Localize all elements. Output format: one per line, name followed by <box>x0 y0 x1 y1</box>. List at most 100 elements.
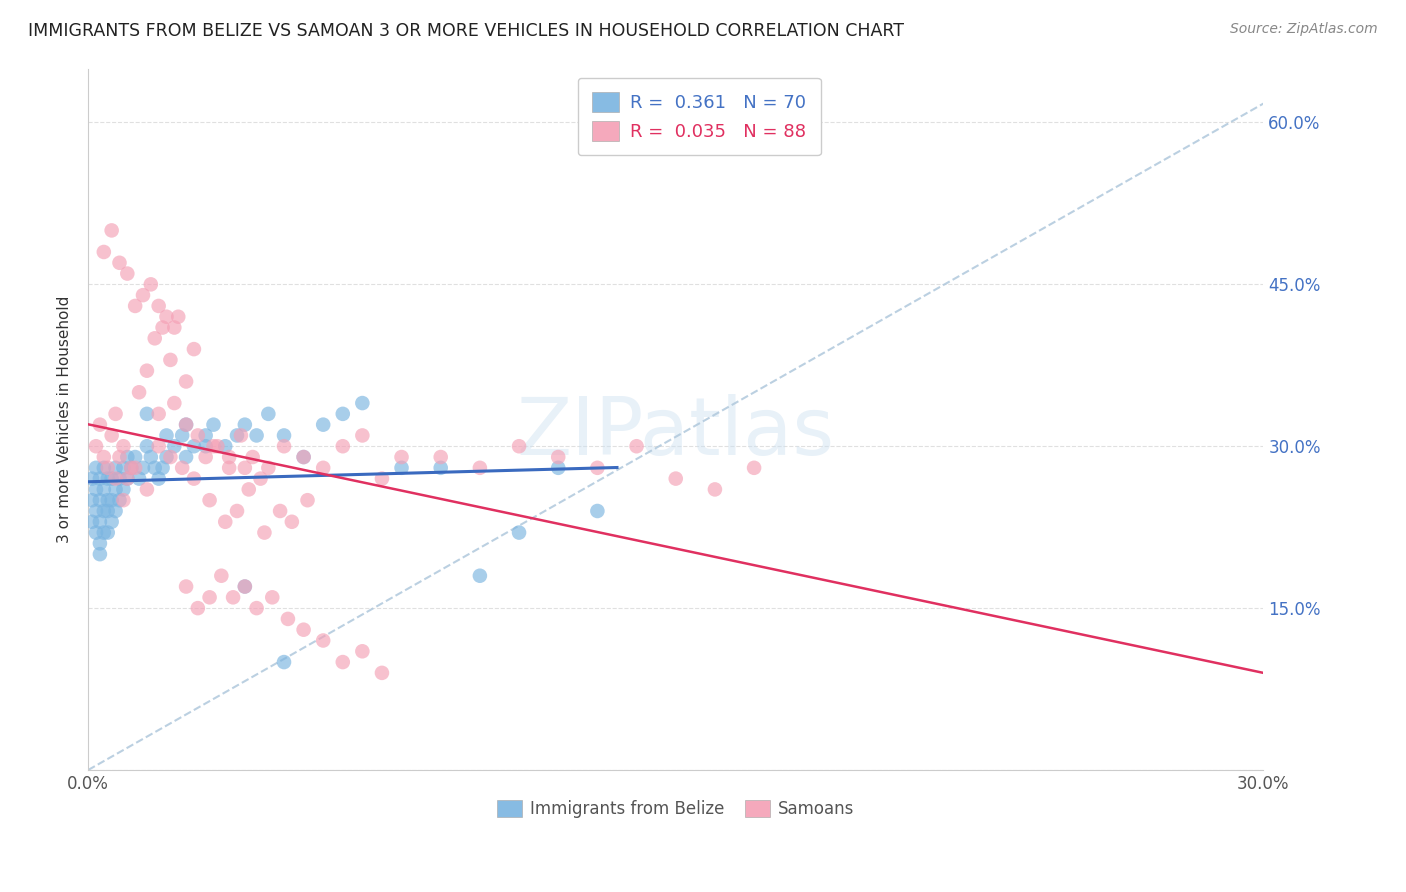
Point <box>429 450 451 464</box>
Point <box>547 450 569 464</box>
Point <box>262 591 284 605</box>
Point <box>429 460 451 475</box>
Point <box>626 439 648 453</box>
Point <box>508 525 530 540</box>
Point <box>89 472 111 486</box>
Point <box>97 504 120 518</box>
Point <box>112 460 135 475</box>
Point <box>104 483 127 497</box>
Point <box>143 460 166 475</box>
Point <box>202 439 225 453</box>
Point <box>508 439 530 453</box>
Point <box>97 525 120 540</box>
Point <box>187 601 209 615</box>
Point <box>253 525 276 540</box>
Point <box>277 612 299 626</box>
Point <box>152 320 174 334</box>
Point <box>148 439 170 453</box>
Legend: Immigrants from Belize, Samoans: Immigrants from Belize, Samoans <box>491 793 860 825</box>
Point <box>352 428 374 442</box>
Point <box>155 310 177 324</box>
Point <box>198 591 221 605</box>
Point <box>93 450 115 464</box>
Point <box>172 460 194 475</box>
Point <box>84 483 107 497</box>
Point <box>112 439 135 453</box>
Point <box>124 450 146 464</box>
Point <box>391 450 413 464</box>
Point <box>97 493 120 508</box>
Point <box>120 460 142 475</box>
Point <box>586 460 609 475</box>
Point <box>167 310 190 324</box>
Point <box>238 483 260 497</box>
Point <box>174 580 197 594</box>
Point <box>124 299 146 313</box>
Point <box>108 472 131 486</box>
Point <box>100 493 122 508</box>
Point <box>93 483 115 497</box>
Point <box>218 460 240 475</box>
Point <box>108 493 131 508</box>
Point <box>174 375 197 389</box>
Point <box>93 460 115 475</box>
Point <box>352 396 374 410</box>
Point <box>246 428 269 442</box>
Text: ZIPatlas: ZIPatlas <box>516 394 835 472</box>
Point <box>132 288 155 302</box>
Point <box>174 417 197 432</box>
Point <box>139 277 162 292</box>
Point <box>249 472 271 486</box>
Point <box>108 256 131 270</box>
Point <box>89 536 111 550</box>
Point <box>586 504 609 518</box>
Point <box>242 450 264 464</box>
Point <box>128 385 150 400</box>
Point <box>80 515 103 529</box>
Point <box>152 460 174 475</box>
Point <box>93 525 115 540</box>
Point <box>174 417 197 432</box>
Point <box>159 450 181 464</box>
Point <box>183 342 205 356</box>
Point <box>104 504 127 518</box>
Point <box>222 591 245 605</box>
Point <box>89 515 111 529</box>
Point <box>172 428 194 442</box>
Point <box>132 460 155 475</box>
Point <box>97 472 120 486</box>
Point <box>135 483 157 497</box>
Point <box>233 460 256 475</box>
Point <box>257 407 280 421</box>
Point <box>226 428 249 442</box>
Point <box>163 439 186 453</box>
Point <box>269 504 291 518</box>
Point <box>104 472 127 486</box>
Point <box>194 428 217 442</box>
Point <box>84 460 107 475</box>
Point <box>163 396 186 410</box>
Point <box>209 568 232 582</box>
Point <box>332 655 354 669</box>
Point <box>89 493 111 508</box>
Point <box>742 460 765 475</box>
Point <box>187 428 209 442</box>
Point <box>391 460 413 475</box>
Point <box>84 525 107 540</box>
Point <box>183 472 205 486</box>
Point <box>117 450 139 464</box>
Text: IMMIGRANTS FROM BELIZE VS SAMOAN 3 OR MORE VEHICLES IN HOUSEHOLD CORRELATION CHA: IMMIGRANTS FROM BELIZE VS SAMOAN 3 OR MO… <box>28 22 904 40</box>
Point <box>233 580 256 594</box>
Point <box>371 472 394 486</box>
Point <box>100 515 122 529</box>
Point <box>112 493 135 508</box>
Point <box>84 504 107 518</box>
Point <box>155 450 177 464</box>
Point <box>312 633 335 648</box>
Point <box>273 655 295 669</box>
Point <box>143 331 166 345</box>
Point <box>214 515 236 529</box>
Point <box>159 352 181 367</box>
Point <box>273 428 295 442</box>
Point <box>139 450 162 464</box>
